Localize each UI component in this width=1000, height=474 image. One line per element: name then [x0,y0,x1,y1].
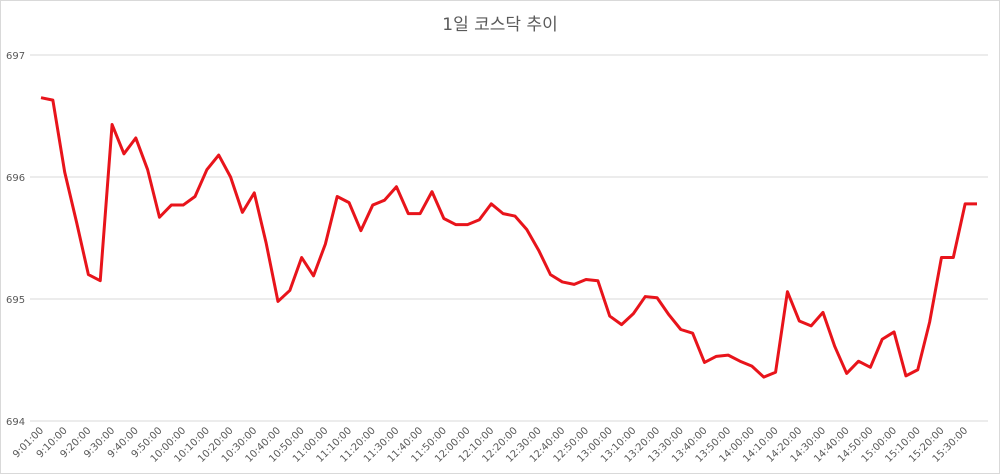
chart-title: 1일 코스닥 추이 [442,15,557,35]
y-tick-label: 697 [6,51,25,62]
y-tick-label: 694 [6,417,25,428]
data-line [40,96,977,379]
y-tick-label: 695 [6,295,25,306]
y-tick-label: 696 [6,173,25,184]
